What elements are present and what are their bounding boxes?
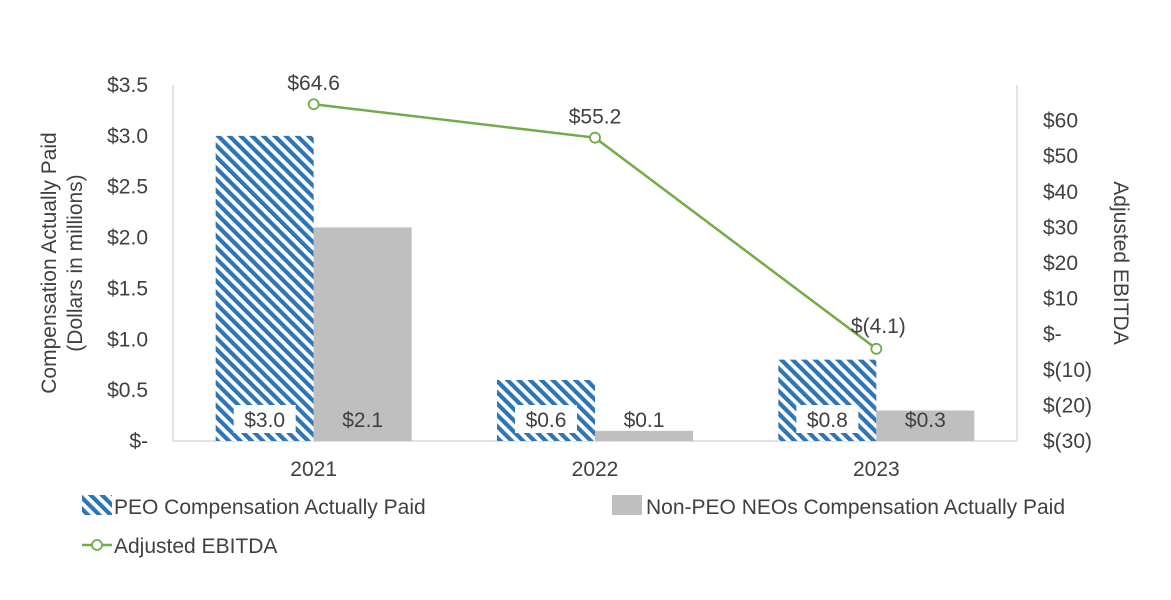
non-peo-data-label-2023: $0.3 — [905, 409, 946, 432]
ebitda-data-label-2021: $64.6 — [287, 72, 340, 95]
legend-group: PEO Compensation Actually Paid Non-PEO NE… — [82, 495, 1065, 558]
right-tick-label: $60 — [1043, 110, 1078, 133]
ebitda-point-2021 — [307, 98, 320, 111]
legend-ebitda-label: Adjusted EBITDA — [114, 535, 277, 558]
legend-non-peo-swatch — [612, 495, 642, 515]
non-peo-data-label-2021: $2.1 — [342, 409, 383, 432]
legend-peo-label: PEO Compensation Actually Paid — [114, 496, 426, 519]
peo-data-label-2022: $0.6 — [526, 409, 567, 432]
right-tick-label: $10 — [1043, 288, 1078, 311]
left-tick-label: $2.0 — [107, 227, 148, 250]
non-peo-bar-2021 — [313, 227, 412, 441]
peo-label-bg-2022 — [515, 405, 577, 433]
ebitda-point-2022 — [589, 131, 601, 144]
ebitda-point-2023 — [870, 342, 883, 355]
bar-labels-group: $3.0 $2.1 $0.6 $0.1 $0.8 $0.3 — [233, 405, 946, 433]
bars-group — [215, 135, 975, 441]
peo-data-label-2023: $0.8 — [807, 409, 848, 432]
left-axis-title-line: Compensation Actually Paid — [38, 132, 61, 394]
left-axis-title-line: (Dollars in millions) — [64, 174, 87, 351]
non-peo-bar-2022 — [595, 430, 693, 441]
right-tick-label: $(30) — [1043, 430, 1092, 453]
right-tick-label: $40 — [1043, 181, 1078, 204]
left-tick-label: $0.5 — [107, 379, 148, 402]
left-tick-label: $1.0 — [107, 328, 148, 351]
ebitda-data-label-2022: $55.2 — [569, 106, 622, 129]
peo-label-bg-2021 — [233, 405, 296, 433]
left-tick-label: $3.0 — [107, 125, 148, 148]
legend-peo-swatch — [82, 495, 112, 515]
peo-label-bg-2023 — [796, 405, 859, 433]
right-tick-label: $- — [1043, 323, 1062, 346]
non-peo-bar-2023 — [876, 410, 975, 441]
ticks-group: 2021 2022 2023$-$0.5$1.0$1.5$2.0$2.5$3.0$3… — [107, 74, 1092, 481]
right-tick-label: $(20) — [1043, 394, 1092, 417]
peo-data-label-2021: $3.0 — [244, 409, 285, 432]
line-group: $64.6 $55.2 $(4.1) — [287, 72, 906, 355]
legend-non-peo-label: Non-PEO NEOs Compensation Actually Paid — [646, 496, 1065, 519]
x-tick-2023: 2023 — [853, 458, 900, 481]
left-axis-title: Compensation Actually Paid (Dollars in mi… — [38, 132, 87, 394]
right-tick-label: $(10) — [1043, 359, 1092, 382]
right-axis-title: Adjusted EBITDA — [1109, 181, 1132, 344]
left-tick-label: $1.5 — [107, 277, 148, 300]
x-tick-2022: 2022 — [572, 458, 619, 481]
legend-ebitda-marker — [91, 539, 103, 551]
axis-titles-group: Compensation Actually Paid (Dollars in mi… — [38, 132, 1132, 394]
non-peo-data-label-2022: $0.1 — [624, 409, 665, 432]
ebitda-data-label-2023: $(4.1) — [851, 315, 906, 338]
left-tick-label: $2.5 — [107, 176, 148, 199]
right-tick-label: $50 — [1043, 145, 1078, 168]
right-tick-label: $20 — [1043, 252, 1078, 275]
peo-bar-2021 — [215, 135, 314, 441]
left-tick-label: $- — [129, 430, 148, 453]
x-tick-2021: 2021 — [290, 458, 337, 481]
left-tick-label: $3.5 — [107, 74, 148, 97]
right-tick-label: $30 — [1043, 216, 1078, 239]
